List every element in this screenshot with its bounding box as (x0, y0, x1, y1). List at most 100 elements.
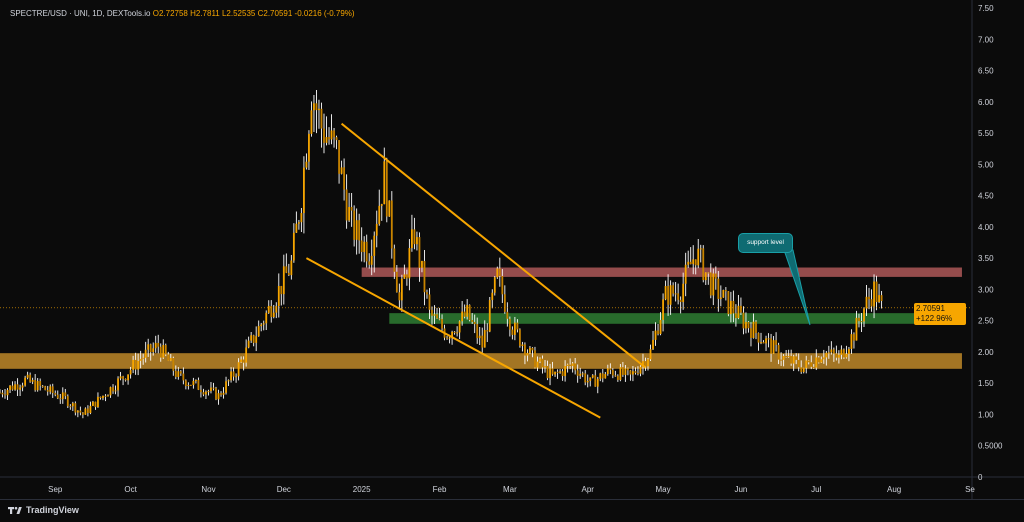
candle-body (637, 372, 639, 374)
candle-body (549, 368, 551, 379)
candle-body (408, 248, 411, 279)
candle-body (328, 137, 330, 140)
candle-body (541, 358, 544, 368)
candle-body (524, 344, 526, 356)
candle-body (481, 335, 484, 348)
candle-body (97, 396, 99, 408)
candle-body (664, 286, 667, 300)
candle-body (167, 354, 170, 361)
candle-body (843, 349, 845, 358)
last-price-pct: +122.96% (916, 313, 953, 323)
candle-body (350, 206, 353, 211)
candle-body (699, 248, 702, 250)
candle-body (639, 366, 642, 374)
candle-body (554, 371, 556, 375)
candle-body (735, 313, 737, 319)
candle-body (187, 384, 190, 387)
candle-body (277, 285, 280, 307)
candle-body (672, 285, 675, 294)
candle-body (438, 318, 441, 320)
candle-body (36, 381, 39, 391)
candle-body (114, 390, 117, 392)
candle-body (551, 368, 554, 375)
x-tick-label: Jul (811, 485, 821, 494)
candle-body (807, 360, 810, 363)
candle-body (802, 367, 805, 373)
candle-body (488, 300, 491, 332)
candle-body (461, 311, 464, 322)
candle-body (772, 340, 775, 354)
candle-body (99, 396, 102, 399)
candle-body (817, 357, 820, 363)
support-level-callout[interactable]: support level (738, 233, 793, 253)
candle-body (805, 360, 808, 368)
candle-body (827, 352, 830, 354)
candle-body (596, 378, 599, 387)
candle-body (345, 189, 348, 221)
candle-body (260, 324, 263, 327)
candle-body (272, 312, 275, 318)
y-tick-label: 7.50 (978, 4, 994, 13)
candle-body (591, 375, 594, 378)
candle-body (765, 338, 767, 344)
candle-body (157, 342, 160, 347)
candle-body (197, 380, 200, 390)
candle-body (747, 321, 750, 329)
candle-body (724, 290, 727, 292)
candle-body (584, 373, 587, 383)
candle-body (848, 348, 850, 354)
candle-body (340, 167, 343, 174)
candle-body (325, 137, 328, 143)
x-tick-label: Oct (124, 485, 137, 494)
trendline-1 (340, 122, 647, 369)
candle-body (679, 299, 682, 303)
candle-body (508, 318, 511, 330)
candle-body (632, 371, 634, 375)
candle-body (270, 305, 273, 318)
candle-body (810, 362, 813, 367)
candle-body (757, 333, 760, 343)
tradingview-logo[interactable]: TradingView (8, 505, 79, 515)
candle-body (727, 291, 730, 315)
candle-body (117, 378, 119, 391)
last-price-tag: 2.70591 +122.96% (914, 302, 966, 325)
candle-body (880, 295, 883, 301)
candle-body (184, 380, 187, 387)
x-tick-label: Nov (201, 485, 215, 494)
candle-body (780, 359, 783, 361)
candle-body (855, 317, 858, 341)
candle-body (702, 248, 705, 281)
candle-body (370, 255, 373, 265)
candle-body (385, 161, 388, 217)
candle-body (740, 305, 742, 313)
candle-body (451, 331, 453, 338)
candle-body (212, 387, 215, 389)
candle-body (210, 387, 212, 392)
candle-body (149, 344, 152, 353)
candle-body (785, 356, 788, 358)
candle-body (697, 248, 700, 266)
candle-body (49, 386, 52, 392)
candle-body (4, 394, 6, 396)
candle-body (599, 373, 602, 379)
demand-zone (0, 353, 962, 369)
candle-body (669, 285, 672, 305)
candle-body (383, 161, 386, 205)
y-tick-label: 3.00 (978, 285, 994, 294)
tradingview-logo-icon (8, 506, 22, 515)
candle-body (446, 337, 448, 339)
chart-header: SPECTRE/USD · UNI, 1D, DEXTools.io O2.72… (10, 9, 355, 18)
candle-body (775, 340, 777, 345)
candle-body (102, 395, 104, 399)
candle-body (297, 222, 300, 224)
candle-body (752, 321, 755, 338)
candle-body (338, 140, 340, 174)
candle-body (611, 370, 614, 376)
candle-body (647, 359, 649, 367)
candle-body (360, 240, 363, 253)
candle-body (815, 357, 818, 368)
x-tick-label: Se (965, 485, 975, 494)
candle-body (390, 200, 393, 249)
